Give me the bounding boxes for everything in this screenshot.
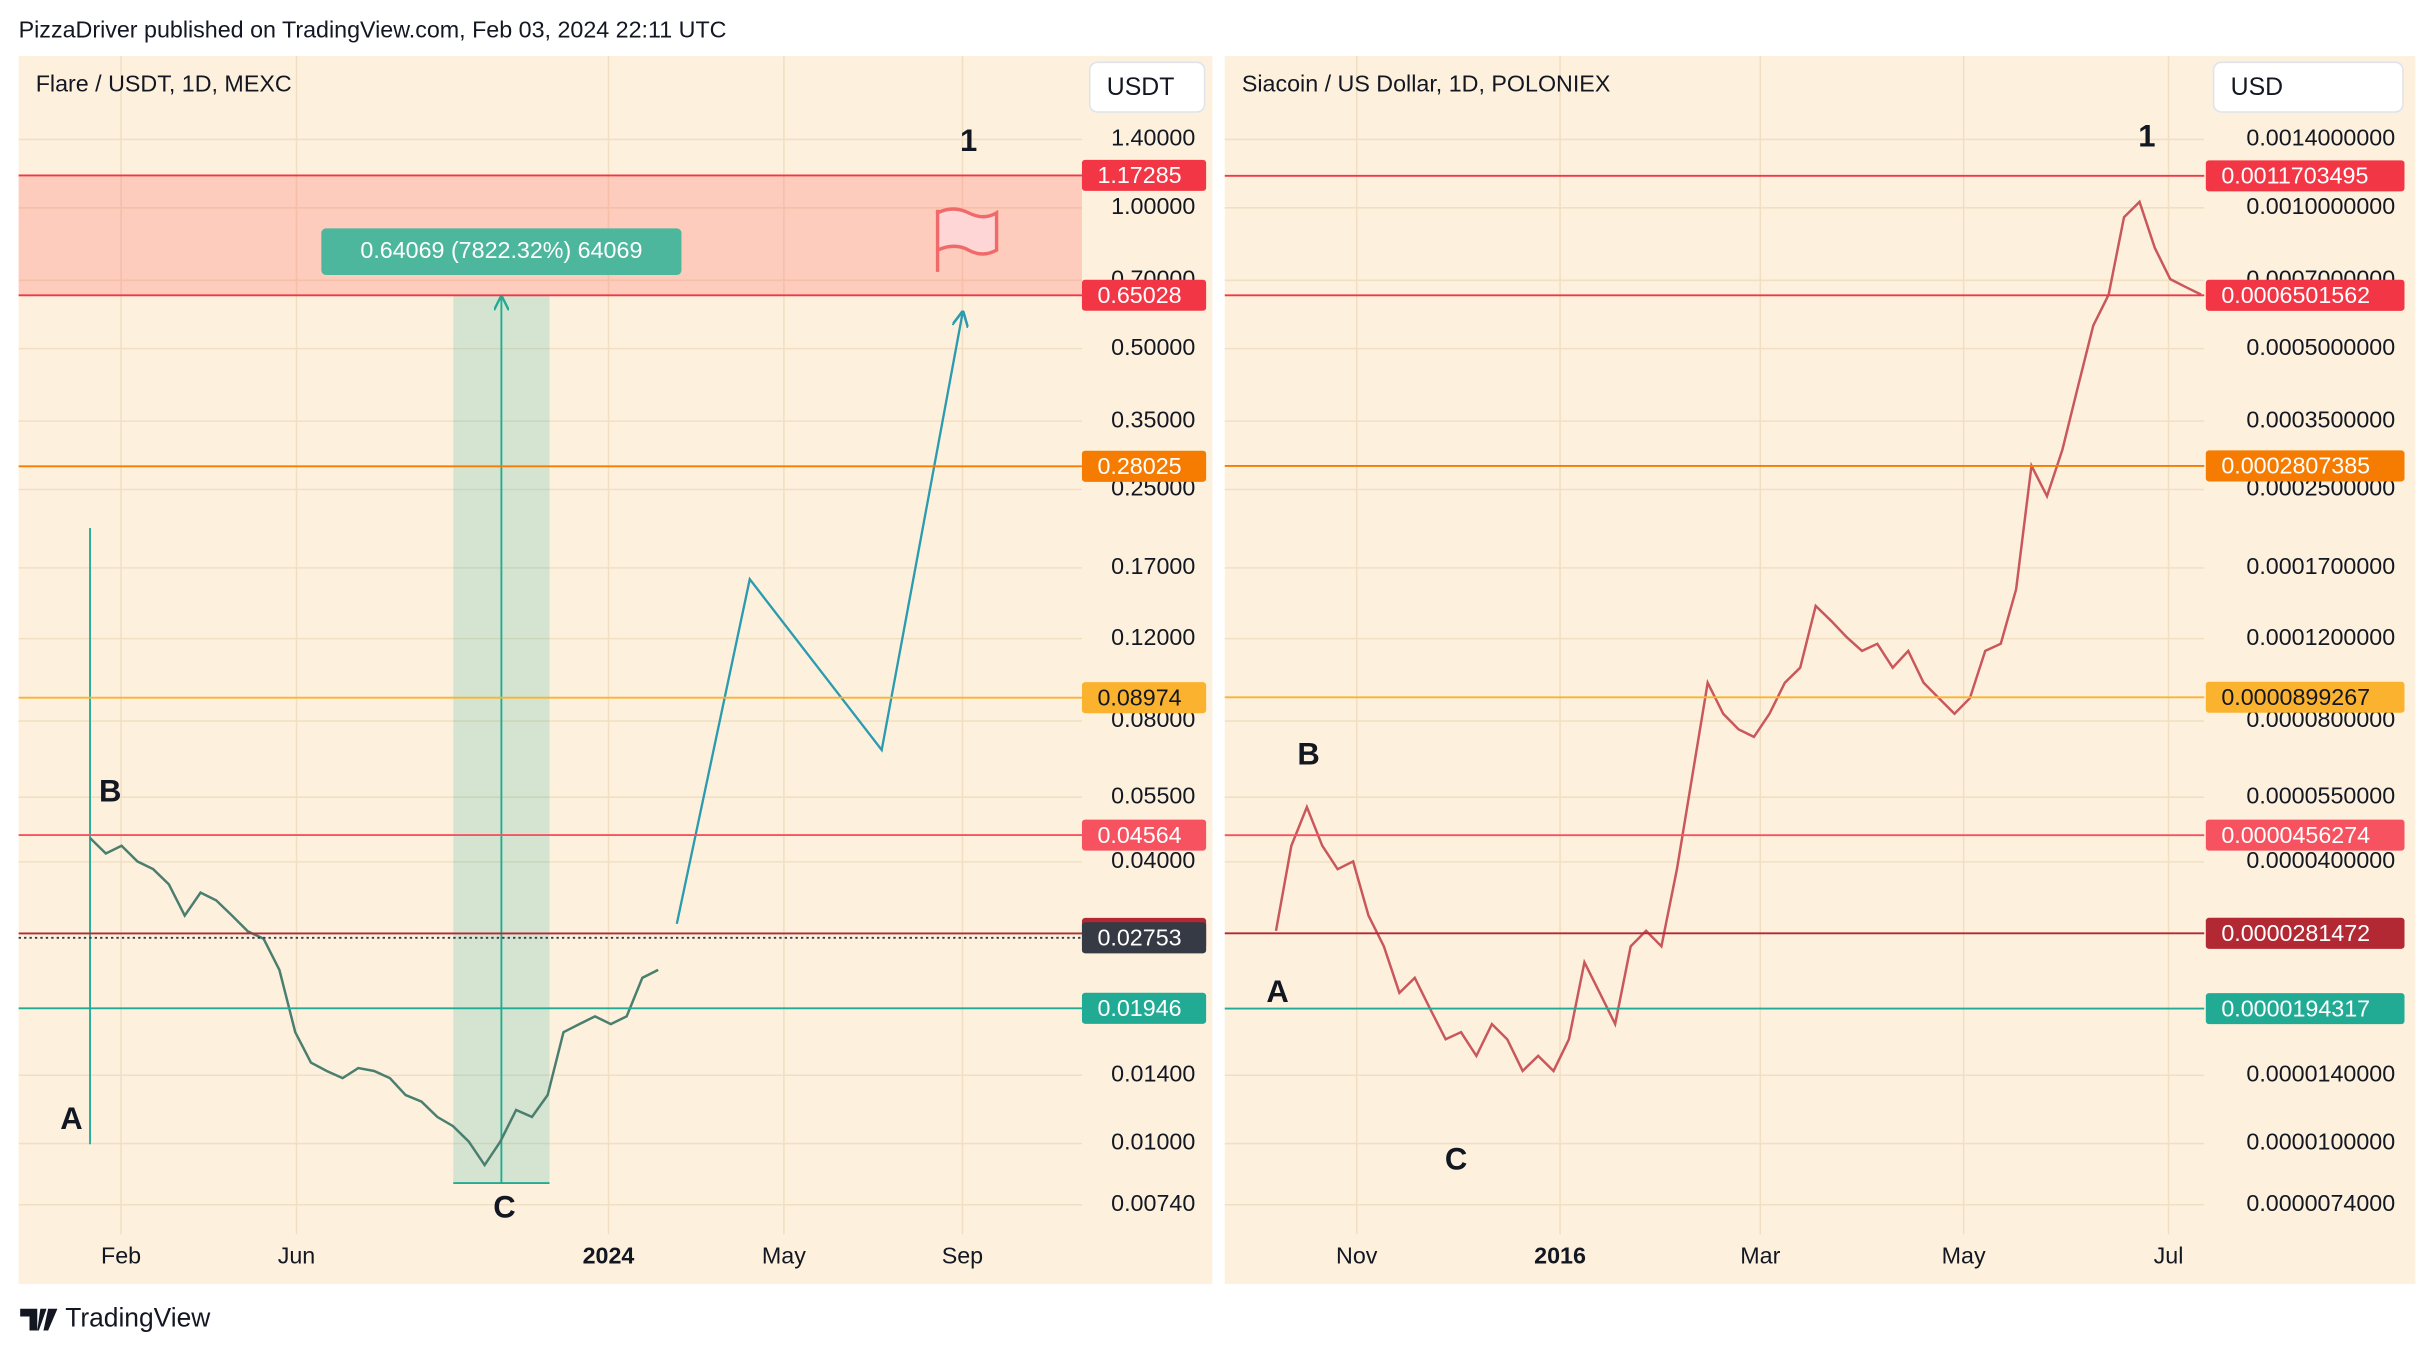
brand: TradingView xyxy=(65,1303,211,1333)
price-label: 0.02753 xyxy=(1097,925,1181,951)
currency-label: USD xyxy=(2231,74,2283,101)
x-tick-label: May xyxy=(762,1243,806,1269)
price-label-box xyxy=(1081,819,1207,851)
wave-label: 1 xyxy=(960,123,977,158)
wave-label: B xyxy=(1297,736,1319,771)
chart-panel: 0.00140000000.00100000000.00070000000.00… xyxy=(1224,56,2416,1284)
y-tick-label: 0.0001700000 xyxy=(2246,553,2395,579)
y-tick-label: 0.17000 xyxy=(1111,553,1195,579)
wave-label: B xyxy=(99,774,121,809)
x-tick-label: Jun xyxy=(278,1243,316,1269)
y-tick-label: 0.0010000000 xyxy=(2246,193,2395,219)
y-tick-label: 0.35000 xyxy=(1111,406,1195,432)
price-label: 0.0000281472 xyxy=(2221,920,2370,946)
price-label-box xyxy=(1081,922,1207,954)
price-label-box xyxy=(2205,681,2405,713)
y-tick-label: 0.0000100000 xyxy=(2246,1129,2395,1155)
publisher-line: PizzaDriver published on TradingView.com… xyxy=(19,16,727,42)
price-label-box xyxy=(2205,450,2405,482)
price-label-box xyxy=(2205,160,2405,192)
price-label: 0.04564 xyxy=(1097,822,1181,848)
y-tick-label: 0.12000 xyxy=(1111,624,1195,650)
x-tick-label: Jul xyxy=(2154,1243,2184,1269)
tv-logo xyxy=(20,1308,58,1331)
chart-panel: 1.400001.000000.700000.500000.350000.250… xyxy=(18,56,1213,1284)
y-tick-label: 0.0000400000 xyxy=(2246,847,2395,873)
flag-icon xyxy=(935,207,999,272)
wave-label: C xyxy=(1445,1142,1467,1177)
symbol-title: Flare / USDT, 1D, MEXC xyxy=(36,71,292,97)
y-tick-label: 0.0000074000 xyxy=(2246,1190,2395,1216)
currency-label: USDT xyxy=(1107,74,1175,101)
y-tick-label: 0.04000 xyxy=(1111,847,1195,873)
wave-label: 1 xyxy=(2138,119,2155,154)
price-label: 0.65028 xyxy=(1097,282,1181,308)
currency-box xyxy=(2212,61,2404,113)
x-tick-label: Nov xyxy=(1336,1243,1378,1269)
projection-path xyxy=(675,314,963,925)
panel-background xyxy=(1224,56,2416,1284)
price-label-box xyxy=(1081,279,1207,311)
measure-label-box xyxy=(321,228,682,275)
wave-label: A xyxy=(60,1101,82,1136)
price-label-box xyxy=(2205,993,2405,1025)
x-tick-label: Feb xyxy=(101,1243,141,1269)
y-tick-label: 0.0014000000 xyxy=(2246,125,2395,151)
price-label-box xyxy=(1081,450,1207,482)
symbol-title: Siacoin / US Dollar, 1D, POLONIEX xyxy=(1242,71,1611,97)
price-label-box xyxy=(2205,279,2405,311)
price-label: 1.17285 xyxy=(1097,162,1181,188)
y-tick-label: 0.0003500000 xyxy=(2246,406,2395,432)
x-tick-label: May xyxy=(1942,1243,1986,1269)
price-label: 0.01946 xyxy=(1097,995,1181,1021)
price-label: 0.0000194317 xyxy=(2221,995,2370,1021)
price-label-box xyxy=(1081,682,1207,714)
y-tick-label: 0.0005000000 xyxy=(2246,334,2395,360)
price-label: 0.08974 xyxy=(1097,684,1181,710)
currency-box xyxy=(1088,61,1206,113)
x-tick-label: 2024 xyxy=(583,1243,635,1269)
y-tick-label: 0.0001200000 xyxy=(2246,624,2395,650)
wave-label: A xyxy=(1266,974,1288,1009)
price-label: 0.0000456274 xyxy=(2221,822,2370,848)
x-tick-label: 2016 xyxy=(1534,1243,1586,1269)
price-line xyxy=(89,837,659,1168)
y-tick-label: 0.01400 xyxy=(1111,1060,1195,1086)
price-label-box xyxy=(2205,819,2405,851)
price-label-box xyxy=(2205,917,2405,949)
y-tick-label: 0.01000 xyxy=(1111,1129,1195,1155)
y-tick-label: 1.00000 xyxy=(1111,193,1195,219)
y-tick-label: 0.0000550000 xyxy=(2246,782,2395,808)
price-label: 0.28025 xyxy=(1097,453,1181,479)
price-label: 0.0006501562 xyxy=(2221,282,2370,308)
y-tick-label: 0.0000140000 xyxy=(2246,1060,2395,1086)
measure-label: 0.64069 (7822.32%) 64069 xyxy=(360,237,642,263)
y-tick-label: 1.40000 xyxy=(1111,125,1195,151)
y-tick-label: 0.50000 xyxy=(1111,334,1195,360)
price-label: 0.0002807385 xyxy=(2221,453,2370,479)
price-label: 0.0011703495 xyxy=(2221,163,2368,189)
x-tick-label: Mar xyxy=(1740,1243,1780,1269)
price-label: 0.0000899267 xyxy=(2221,684,2370,710)
wave-label: C xyxy=(493,1190,515,1225)
y-tick-label: 0.05500 xyxy=(1111,782,1195,808)
price-label-box xyxy=(1081,159,1207,191)
y-tick-label: 0.00740 xyxy=(1111,1190,1195,1216)
x-tick-label: Sep xyxy=(942,1243,983,1269)
price-label-box xyxy=(1081,992,1207,1024)
